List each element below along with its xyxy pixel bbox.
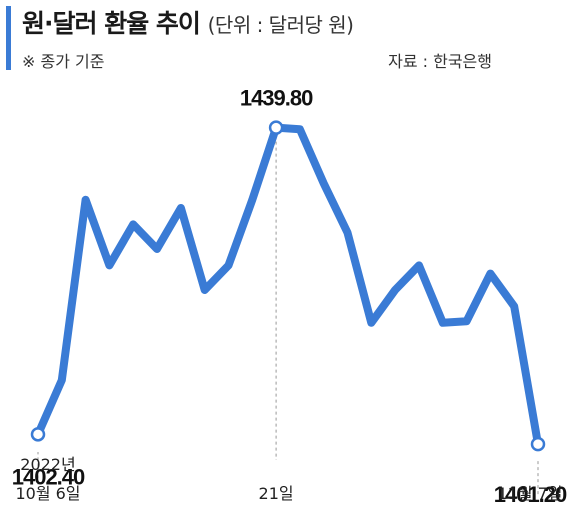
value-label: 1439.80	[240, 86, 313, 111]
data-point-marker	[30, 427, 46, 442]
data-point-marker	[268, 120, 284, 135]
date-label: 11월 7일	[497, 484, 562, 503]
chart-title-text: 원·달러 환율 추이	[22, 9, 201, 38]
title-accent-bar	[6, 6, 11, 70]
date-label: 10월 6일	[15, 484, 80, 503]
date-label: 21일	[259, 484, 294, 503]
value-label: 1402.40	[12, 464, 85, 489]
series-line	[34, 123, 542, 449]
chart-title: 원·달러 환율 추이 (단위 : 달러당 원)	[22, 4, 354, 40]
chart-note: ※ 종가 기준	[22, 52, 105, 71]
value-label: 1401.20	[494, 482, 567, 507]
chart-source: 자료 : 한국은행	[388, 52, 492, 71]
data-point-marker	[530, 436, 546, 452]
date-label: 2022년	[20, 455, 75, 474]
chart-unit: (단위 : 달러당 원)	[207, 13, 354, 37]
